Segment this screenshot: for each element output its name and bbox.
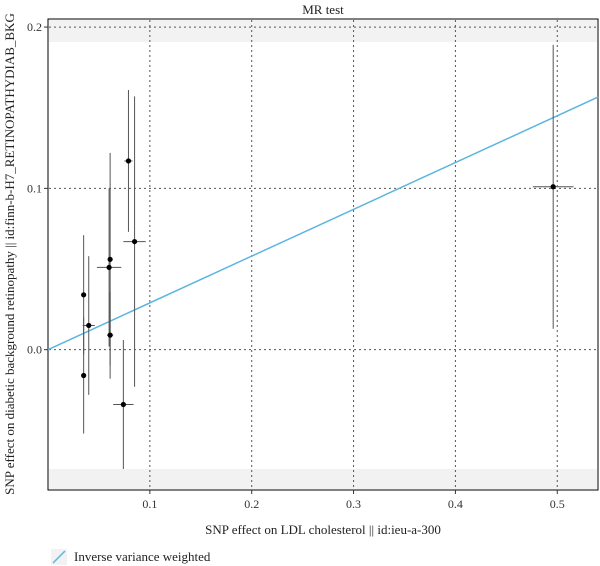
- x-tick-label: 0.4: [448, 497, 463, 511]
- plot-panel: [47, 18, 599, 491]
- x-tick-label: 0.1: [142, 497, 157, 511]
- snp-point: [120, 401, 126, 408]
- x-tick-label: 0.2: [244, 497, 259, 511]
- x-axis-label: SNP effect on LDL cholesterol || id:ieu-…: [205, 522, 441, 537]
- ivw-fit-layer: [47, 96, 599, 351]
- axis-ticks: 0.1 0.2 0.3 0.4 0.5 0.0 0.1 0.2: [27, 20, 565, 511]
- snp-point: [107, 256, 113, 262]
- chart-title: MR test: [302, 2, 344, 17]
- panel-bottom-band: [49, 469, 597, 489]
- snp-point: [125, 158, 132, 164]
- snp-points: [81, 158, 556, 408]
- snp-point: [107, 332, 113, 338]
- y-tick-label: 0.1: [27, 181, 42, 195]
- snp-point: [106, 264, 112, 271]
- y-axis-label: SNP effect on diabetic background retino…: [2, 13, 17, 495]
- snp-point: [86, 322, 92, 329]
- ivw-line: [47, 96, 599, 351]
- legend-key-line: [52, 550, 66, 564]
- x-tick-label: 0.5: [550, 497, 565, 511]
- legend-label-ivw: Inverse variance weighted: [74, 549, 211, 564]
- snp-point: [81, 292, 87, 298]
- snp-point: [131, 238, 138, 245]
- y-tick-label: 0.0: [27, 343, 42, 357]
- y-tick-label: 0.2: [27, 20, 42, 34]
- legend: Inverse variance weighted: [51, 549, 211, 565]
- snp-point: [81, 372, 87, 379]
- panel-top-band: [49, 20, 597, 42]
- grid-lines: [49, 20, 597, 489]
- snp-point: [550, 184, 556, 190]
- x-tick-label: 0.3: [346, 497, 361, 511]
